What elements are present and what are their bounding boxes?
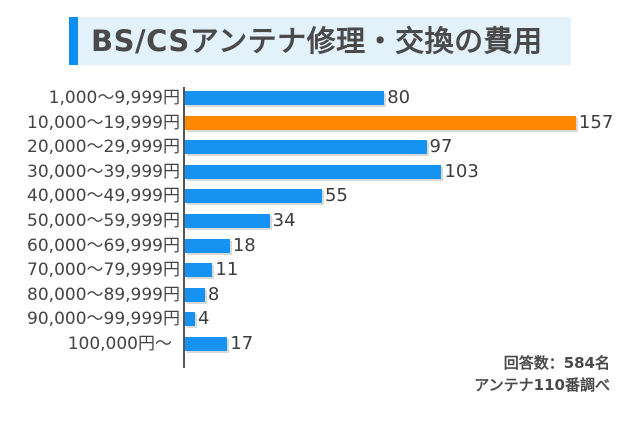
bar-row: 50,000〜59,999円 34: [0, 209, 640, 233]
bar-row: 1,000〜9,999円 80: [0, 86, 640, 110]
value-label: 18: [232, 234, 256, 256]
category-label: 60,000〜69,999円: [27, 235, 180, 256]
category-label: 10,000〜19,999円: [27, 112, 180, 133]
bar: [185, 312, 195, 327]
value-label: 4: [197, 308, 210, 330]
value-label: 11: [215, 259, 239, 281]
category-label: 90,000〜99,999円: [27, 309, 180, 330]
bar-highlighted: [185, 115, 576, 130]
category-label: 70,000〜79,999円: [27, 260, 180, 281]
bar-row: 100,000円〜 17: [0, 332, 640, 356]
bar-row: 80,000〜89,999円 8: [0, 283, 640, 307]
chart-note: 回答数：584名 アンテナ110番調べ: [474, 352, 610, 396]
bar-row: 20,000〜29,999円 97: [0, 135, 640, 159]
category-label: 80,000〜89,999円: [27, 284, 180, 305]
bar: [185, 140, 427, 155]
bar: [185, 189, 322, 204]
chart-title: BS/CSアンテナ修理・交換の費用: [91, 24, 543, 58]
category-label: 100,000円〜: [67, 334, 172, 354]
value-label: 103: [444, 160, 479, 182]
bar-row: 60,000〜69,999円 18: [0, 234, 640, 258]
category-label: 40,000〜49,999円: [27, 186, 180, 207]
value-label: 34: [272, 210, 296, 231]
value-label: 17: [230, 333, 254, 354]
category-label: 20,000〜29,999円: [27, 137, 180, 158]
category-label: 30,000〜39,999円: [27, 161, 180, 182]
category-label: 1,000〜9,999円: [48, 88, 180, 108]
bar: [185, 263, 213, 278]
title-accent-stripe: [69, 17, 78, 65]
respondents-count: 回答数：584名: [503, 354, 610, 372]
bar: [185, 164, 442, 179]
value-label: 8: [207, 283, 220, 305]
bar: [185, 214, 270, 228]
bar: [185, 238, 230, 253]
source-credit: アンテナ110番調べ: [474, 376, 610, 394]
y-axis-line: [183, 87, 185, 368]
bar: [185, 91, 385, 105]
bar-row: 40,000〜49,999円 55: [0, 184, 640, 208]
bar-row: 30,000〜39,999円 103: [0, 160, 640, 184]
value-label: 80: [387, 87, 411, 108]
bar-row: 90,000〜99,999円 4: [0, 307, 640, 331]
category-label: 50,000〜59,999円: [27, 211, 180, 231]
value-label: 97: [429, 136, 453, 158]
bar: [185, 287, 205, 302]
bar-row: 70,000〜79,999円 11: [0, 258, 640, 282]
bar: [185, 337, 228, 351]
chart-title-box: BS/CSアンテナ修理・交換の費用: [69, 17, 571, 65]
bar-row: 10,000〜19,999円 157: [0, 111, 640, 135]
value-label: 157: [578, 111, 614, 133]
value-label: 55: [324, 185, 348, 207]
